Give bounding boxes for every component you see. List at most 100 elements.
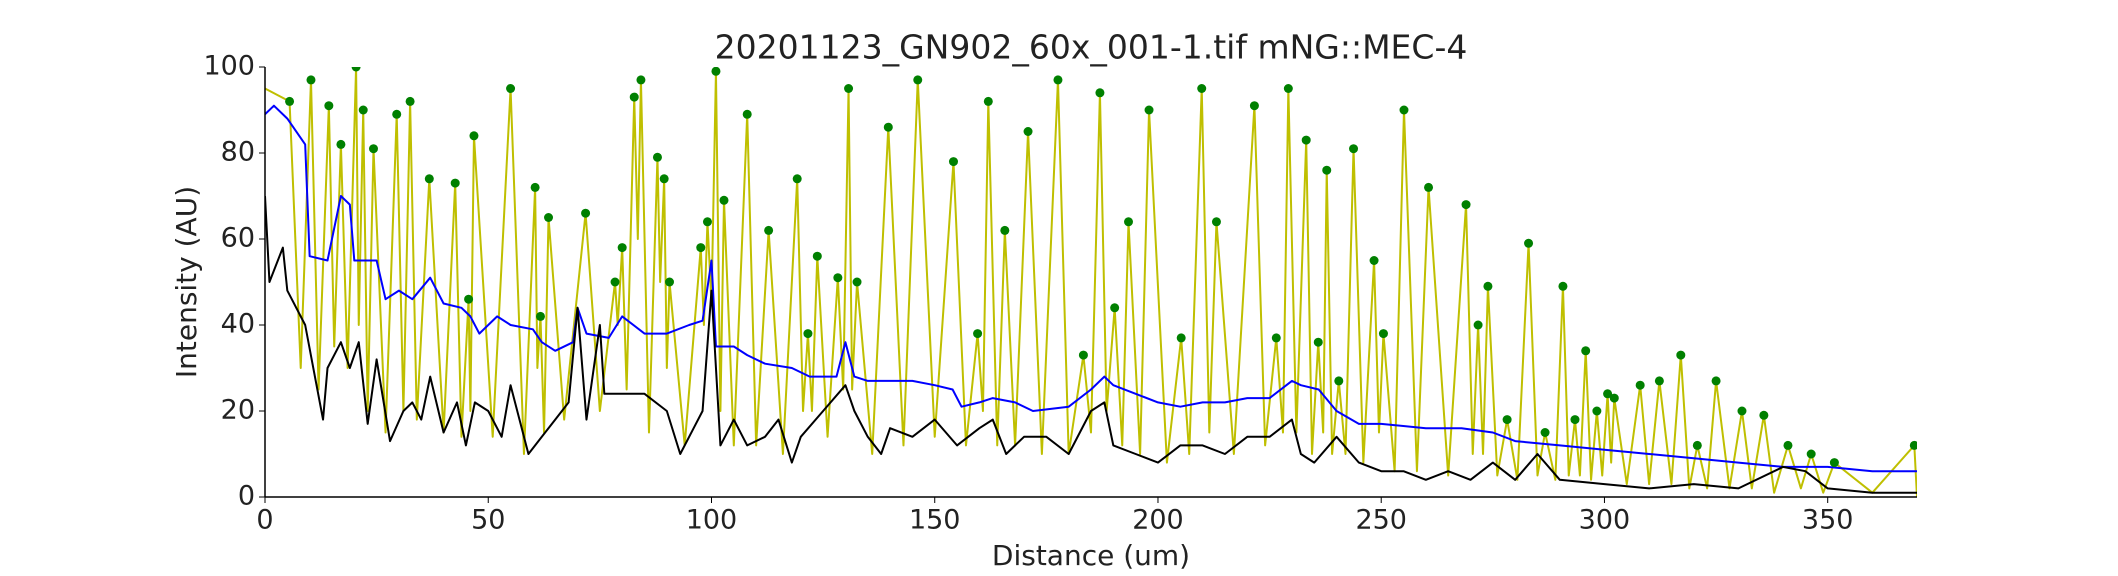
peak-marker [1783,440,1793,450]
peak-marker [617,243,627,253]
peak-marker [1023,127,1033,136]
peak-marker [1570,415,1580,425]
x-tick-label: 50 [471,505,505,536]
peak-marker [696,243,706,253]
data-line [265,195,1917,494]
peak-marker [464,294,474,304]
peak-marker [1124,217,1134,227]
peak-marker [711,67,721,76]
y-tick-label: 20 [221,395,255,426]
x-tick-label: 300 [1579,505,1631,536]
data-line [265,104,1917,473]
y-tick-label: 0 [238,481,255,512]
x-tick-label: 100 [686,505,738,536]
peak-marker [306,75,316,85]
peak-marker [324,101,334,111]
peak-marker [702,217,712,227]
peak-marker [1000,225,1010,235]
peak-marker [948,157,958,167]
peak-marker [351,67,361,72]
peak-marker [1322,165,1332,175]
chart-title: 20201123_GN902_60x_001-1.tif mNG::MEC-4 [715,28,1468,67]
peak-marker [833,273,843,283]
x-tick-label: 0 [256,505,273,536]
peak-marker [803,329,813,339]
peak-marker [1313,337,1323,347]
peak-marker [1110,303,1120,313]
peak-marker [665,277,675,287]
peak-marker [1176,333,1186,343]
peak-marker [629,92,639,102]
peak-marker [1676,350,1686,360]
peak-marker [1211,217,1221,227]
x-axis-label: Distance (um) [992,539,1190,572]
plot-area [265,67,1917,497]
peak-marker [405,96,415,106]
peak-marker [1053,75,1063,85]
peak-marker [1654,376,1664,386]
peak-marker [544,213,554,222]
x-tick-label: 150 [909,505,961,536]
peak-marker [1524,238,1534,248]
peak-marker [852,277,862,287]
peak-marker [1144,105,1154,115]
peak-marker [1635,380,1645,390]
peak-marker [1759,410,1769,420]
peak-marker [983,96,993,106]
peak-marker [1369,256,1379,265]
peak-marker [1829,458,1839,468]
peak-marker [285,96,295,106]
y-tick-label: 60 [221,223,255,254]
peak-marker [535,311,545,321]
peak-marker [1473,320,1483,330]
peak-marker [1095,88,1105,98]
peak-marker [581,208,591,218]
x-tick-label: 200 [1132,505,1184,536]
peak-marker [1399,105,1409,115]
peak-marker [1558,281,1568,291]
x-tick-label: 350 [1802,505,1854,536]
peak-marker [1271,333,1281,343]
peak-marker [610,277,620,287]
peak-marker [764,225,774,235]
peak-marker [1301,135,1311,145]
peak-marker [1737,406,1747,416]
peak-marker [1806,449,1816,459]
peak-marker [1711,376,1721,386]
x-tick-label: 250 [1355,505,1407,536]
peak-marker [973,329,983,339]
peak-marker [883,122,893,132]
peak-marker [1609,393,1619,403]
peak-marker [469,131,479,141]
peak-marker [1483,281,1493,291]
y-axis-label: Intensity (AU) [170,186,203,378]
peak-marker [1581,346,1591,356]
peak-marker [1603,389,1613,399]
peak-marker [1283,84,1293,93]
peak-marker [1592,406,1602,416]
peak-marker [424,174,434,184]
peak-marker [1349,144,1359,154]
peak-marker [1461,200,1471,210]
peak-marker [844,84,854,93]
peak-marker [1378,329,1388,339]
peak-marker [1909,440,1917,450]
peak-marker [506,84,516,93]
peak-marker [358,105,368,115]
peak-marker [1424,182,1434,192]
peak-marker [450,178,460,188]
peak-marker [913,75,923,85]
peak-marker [1502,415,1512,425]
peak-marker [1540,428,1550,437]
peak-marker [659,174,669,184]
peak-marker [792,174,802,184]
peak-marker [636,75,646,85]
y-tick-label: 100 [203,51,255,82]
y-tick-label: 40 [221,309,255,340]
peak-marker [719,195,729,205]
peak-marker [812,251,822,261]
peak-marker [1334,376,1344,386]
peak-marker [1197,84,1207,93]
peak-marker [392,109,402,119]
